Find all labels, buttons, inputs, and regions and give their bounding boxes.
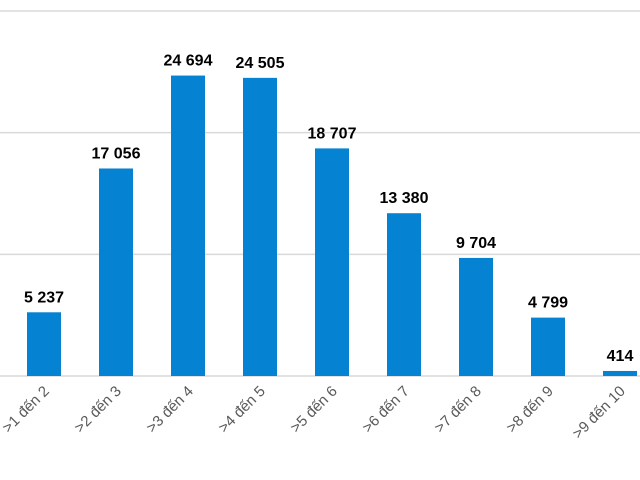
data-label: 414 [607,348,634,365]
x-tick-label: >6 đến 7 [359,383,413,437]
data-label: 9 704 [456,235,496,252]
bar [387,213,421,376]
x-tick-label: >1 đến 2 [0,383,53,437]
x-tick-label: >4 đến 5 [215,383,269,437]
data-label: 17 056 [92,145,141,162]
x-axis-tick-labels: >1 đến 2 >2 đến 3 >3 đến 4 >4 đến 5 >5 đến 6… [0,383,629,443]
bar [171,75,205,376]
data-label: 24 694 [164,53,213,70]
x-tick-label: >8 đến 9 [503,383,557,437]
x-tick-label: >3 đến 4 [143,383,197,437]
x-tick-label: >9 đến 10 [569,383,629,443]
bar [459,257,493,376]
x-tick-label: >2 đến 3 [71,383,125,437]
bar [27,312,61,376]
bar [603,370,637,376]
data-label: 24 505 [236,55,285,72]
bars [27,75,637,376]
data-label: 4 799 [528,295,568,312]
data-label: 13 380 [380,190,429,207]
data-label: 18 707 [308,125,357,142]
bar [99,168,133,376]
x-tick-label: >7 đến 8 [431,383,485,437]
bar [315,148,349,376]
data-labels: 5 237 17 056 24 694 24 505 18 707 13 380 9 704… [24,53,633,365]
data-label: 5 237 [24,289,64,306]
bar [243,77,277,376]
x-tick-label: >5 đến 6 [287,383,341,437]
bar [531,317,565,376]
